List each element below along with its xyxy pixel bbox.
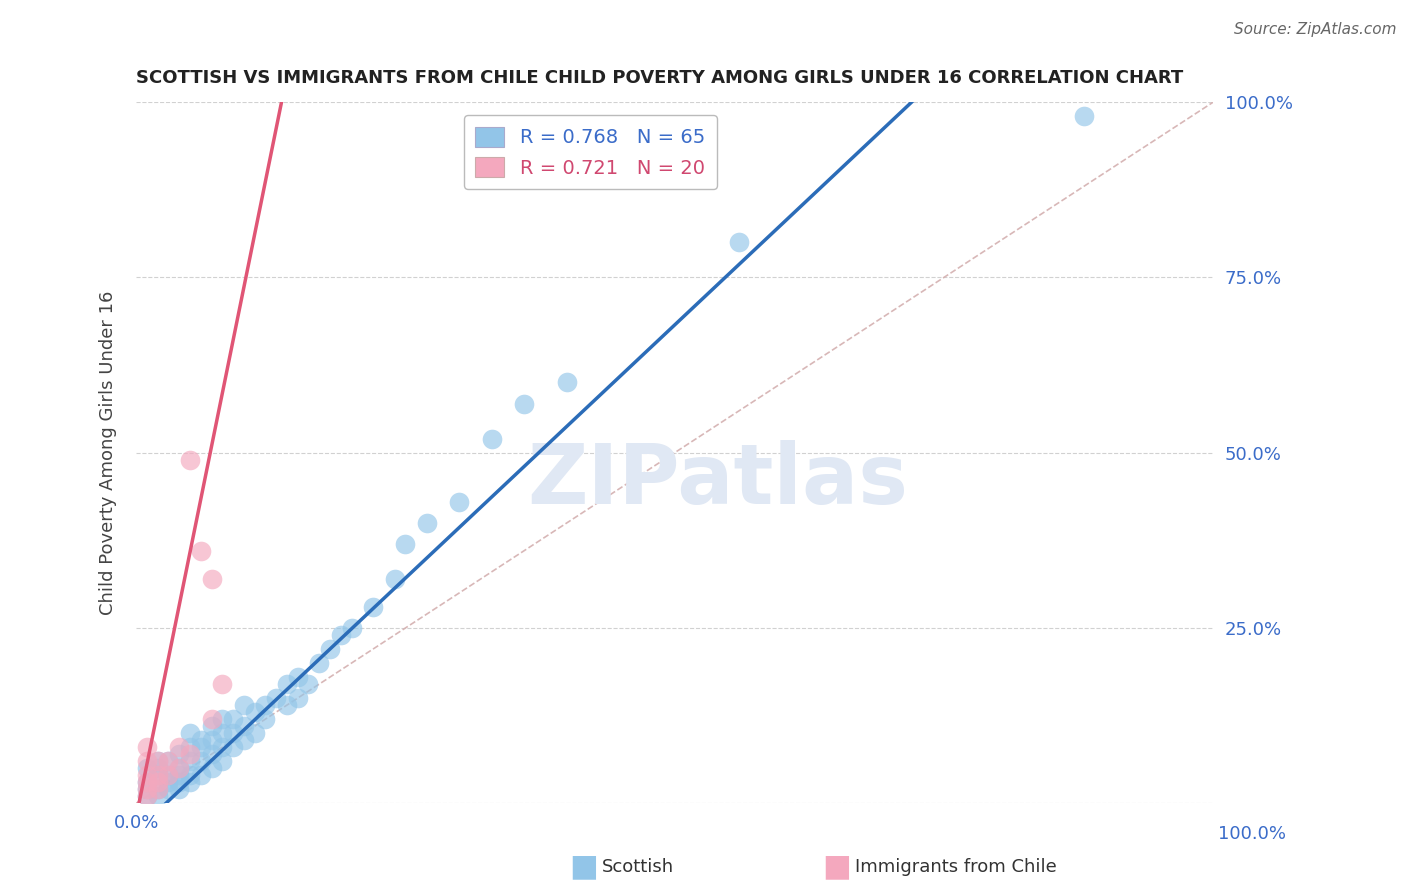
Point: [146, 761, 169, 775]
Point: [167, 747, 190, 762]
Point: [146, 782, 169, 797]
Point: [157, 768, 180, 782]
Point: [276, 698, 298, 712]
Point: [190, 768, 212, 782]
Point: [211, 677, 233, 691]
Point: [416, 516, 439, 530]
Point: [157, 782, 180, 797]
Text: 100.0%: 100.0%: [1219, 825, 1286, 843]
Point: [297, 677, 319, 691]
Point: [222, 740, 245, 755]
Point: [200, 747, 222, 762]
Point: [146, 768, 169, 782]
Point: [146, 782, 169, 797]
Point: [135, 782, 157, 797]
Point: [329, 628, 352, 642]
Point: [179, 452, 201, 467]
Point: [728, 235, 751, 250]
Point: [232, 698, 254, 712]
Point: [287, 691, 309, 706]
Point: [254, 712, 277, 726]
Point: [135, 775, 157, 789]
Text: ■: ■: [823, 853, 851, 881]
Point: [361, 599, 384, 614]
Point: [135, 775, 157, 789]
Point: [179, 747, 201, 762]
Point: [211, 712, 233, 726]
Point: [157, 754, 180, 768]
Point: [211, 740, 233, 755]
Point: [200, 733, 222, 747]
Point: [319, 642, 342, 657]
Point: [449, 494, 471, 508]
Point: [135, 740, 157, 755]
Point: [190, 740, 212, 755]
Point: [190, 544, 212, 558]
Point: [211, 726, 233, 740]
Point: [146, 775, 169, 789]
Point: [167, 761, 190, 775]
Point: [200, 761, 222, 775]
Point: [135, 768, 157, 782]
Point: [167, 775, 190, 789]
Point: [222, 712, 245, 726]
Point: [179, 775, 201, 789]
Point: [167, 761, 190, 775]
Point: [394, 537, 416, 551]
Point: [167, 782, 190, 797]
Point: [200, 712, 222, 726]
Point: [211, 754, 233, 768]
Legend: R = 0.768   N = 65, R = 0.721   N = 20: R = 0.768 N = 65, R = 0.721 N = 20: [464, 115, 717, 189]
Point: [200, 719, 222, 733]
Point: [179, 726, 201, 740]
Point: [264, 691, 287, 706]
Point: [190, 733, 212, 747]
Point: [135, 789, 157, 804]
Point: [135, 782, 157, 797]
Point: [146, 768, 169, 782]
Point: [179, 768, 201, 782]
Point: [481, 432, 503, 446]
Point: [135, 754, 157, 768]
Text: ■: ■: [569, 853, 598, 881]
Text: Immigrants from Chile: Immigrants from Chile: [855, 858, 1056, 876]
Text: SCOTTISH VS IMMIGRANTS FROM CHILE CHILD POVERTY AMONG GIRLS UNDER 16 CORRELATION: SCOTTISH VS IMMIGRANTS FROM CHILE CHILD …: [136, 69, 1184, 87]
Point: [200, 572, 222, 586]
Point: [254, 698, 277, 712]
Point: [179, 740, 201, 755]
Text: ZIPatlas: ZIPatlas: [527, 440, 908, 521]
Point: [222, 726, 245, 740]
Point: [179, 754, 201, 768]
Point: [167, 740, 190, 755]
Point: [190, 754, 212, 768]
Point: [232, 733, 254, 747]
Point: [555, 376, 578, 390]
Point: [287, 670, 309, 684]
Y-axis label: Child Poverty Among Girls Under 16: Child Poverty Among Girls Under 16: [100, 291, 117, 615]
Text: Source: ZipAtlas.com: Source: ZipAtlas.com: [1233, 22, 1396, 37]
Point: [157, 754, 180, 768]
Text: Scottish: Scottish: [602, 858, 673, 876]
Point: [1073, 109, 1095, 123]
Point: [276, 677, 298, 691]
Point: [167, 768, 190, 782]
Point: [135, 789, 157, 804]
Point: [243, 726, 266, 740]
Point: [157, 768, 180, 782]
Point: [135, 761, 157, 775]
Point: [243, 705, 266, 719]
Point: [157, 775, 180, 789]
Point: [146, 789, 169, 804]
Point: [513, 396, 536, 410]
Point: [384, 572, 406, 586]
Point: [340, 621, 363, 635]
Point: [146, 754, 169, 768]
Point: [146, 754, 169, 768]
Point: [308, 656, 330, 670]
Point: [232, 719, 254, 733]
